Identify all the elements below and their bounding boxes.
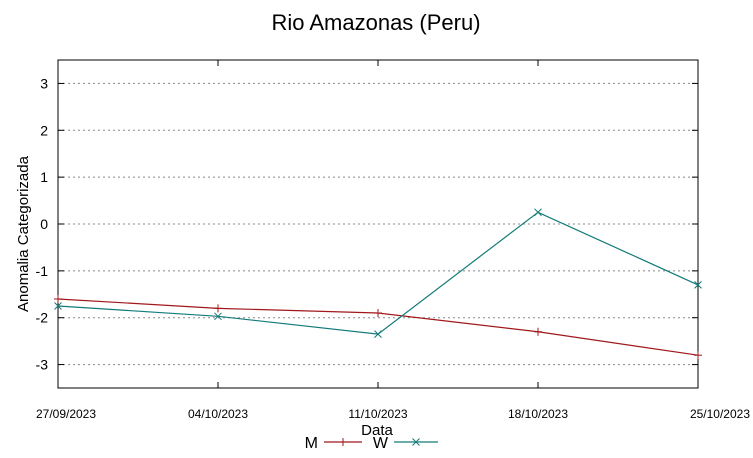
data-point-W bbox=[374, 330, 382, 338]
marker-x-b bbox=[374, 330, 382, 338]
y-tick-label: 2 bbox=[40, 122, 48, 138]
data-point-W bbox=[694, 281, 702, 289]
legend-item-W: W bbox=[373, 435, 438, 452]
x-tick-label: 04/10/2023 bbox=[188, 407, 248, 421]
x-tick-label: 18/10/2023 bbox=[508, 407, 568, 421]
y-axis-label: Anomalia Categorizada bbox=[15, 155, 32, 312]
data-point-M bbox=[374, 309, 382, 318]
y-axis: 3 2 1 0 -1 -2 -3 bbox=[36, 75, 698, 373]
data-point-W bbox=[214, 312, 222, 321]
x-axis-label: Data bbox=[361, 422, 393, 439]
x-tick-label: 27/09/2023 bbox=[36, 407, 96, 421]
marker-x-b bbox=[214, 312, 222, 321]
series-M bbox=[54, 294, 702, 360]
data-point-W bbox=[54, 302, 62, 310]
data-point-M bbox=[694, 351, 702, 360]
y-tick-label: 3 bbox=[40, 75, 48, 91]
marker-x-b bbox=[54, 302, 62, 310]
y-tick-label: -3 bbox=[36, 357, 49, 373]
x-tick-label: 11/10/2023 bbox=[348, 407, 407, 421]
y-tick-label: -2 bbox=[36, 310, 49, 326]
data-point-M bbox=[534, 327, 542, 336]
legend-label: M bbox=[305, 435, 318, 452]
legend-item-M: M bbox=[305, 435, 362, 452]
data-point-M bbox=[54, 294, 62, 303]
marker-x-b bbox=[534, 208, 542, 217]
x-axis: 27/09/2023 04/10/2023 11/10/2023 18/10/2023… bbox=[36, 60, 750, 421]
marker-x-b bbox=[694, 281, 702, 289]
marker-x-b bbox=[412, 438, 420, 446]
series-line-M bbox=[57, 298, 699, 356]
y-tick-label: 1 bbox=[40, 169, 48, 185]
series-layer bbox=[54, 208, 702, 360]
grid-lines bbox=[58, 82, 698, 366]
legend-label: W bbox=[373, 435, 389, 452]
y-tick-label: -1 bbox=[36, 263, 49, 279]
chart-title: Rio Amazonas (Peru) bbox=[271, 10, 480, 35]
data-point-M bbox=[214, 304, 222, 313]
y-tick-label: 0 bbox=[40, 216, 48, 232]
data-point-W bbox=[534, 208, 542, 217]
series-W bbox=[54, 208, 702, 338]
x-tick-label: 25/10/2023 bbox=[690, 407, 750, 421]
